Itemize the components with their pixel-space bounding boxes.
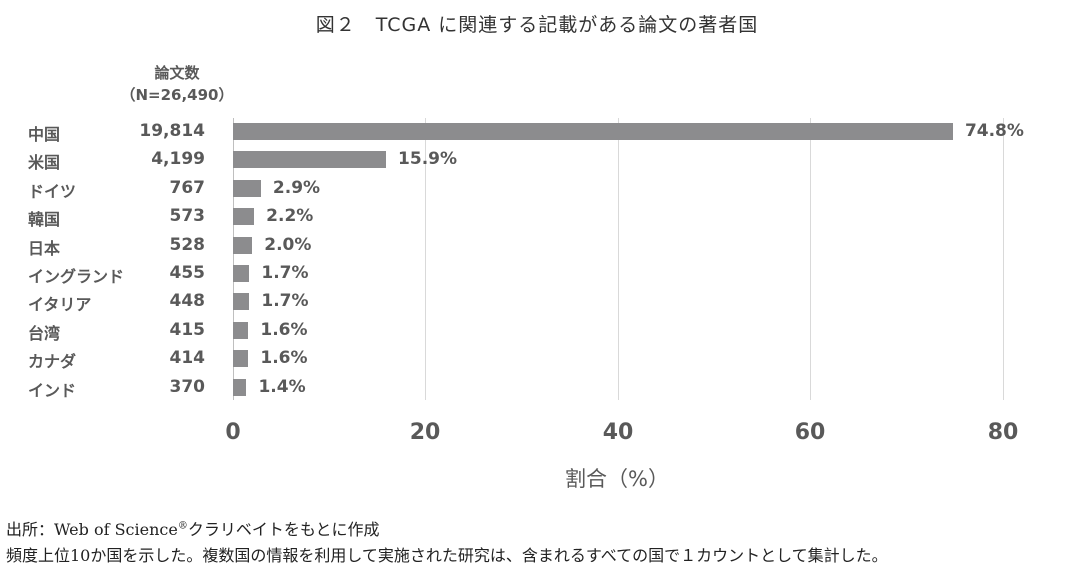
x-tick: 0 (225, 420, 241, 445)
paper-count: 414 (169, 348, 206, 369)
bar-row: カナダ 414 1.6% (0, 345, 1074, 373)
percent-label: 1.6% (260, 319, 308, 340)
paper-count: 528 (169, 234, 206, 255)
x-tick: 60 (794, 420, 826, 445)
percent-label: 2.0% (264, 234, 312, 255)
country-label: 台湾 (28, 323, 61, 343)
percent-label: 15.9% (398, 149, 458, 170)
bar-row: 台湾 415 1.6% (0, 317, 1074, 345)
gridline-40 (618, 118, 619, 400)
x-axis-label: 割合（%） (565, 467, 669, 491)
bar (233, 378, 247, 396)
country-label: 米国 (28, 153, 61, 173)
bar (233, 123, 953, 140)
percent-label: 2.9% (272, 177, 321, 198)
count-header-total: （N=26,490） (120, 86, 234, 104)
bar (233, 265, 250, 282)
paper-count: 455 (169, 263, 206, 283)
source-prefix: 出所：Web of Science (6, 520, 178, 539)
bar-row: 韓国 573 2.2% (0, 203, 1074, 231)
paper-count: 370 (169, 376, 206, 397)
bar-row: 中国 19,814 74.8% (0, 118, 1074, 146)
gridline-20 (425, 118, 426, 400)
bar (233, 179, 261, 197)
x-tick: 80 (987, 420, 1019, 445)
country-label: 日本 (28, 238, 61, 258)
percent-label: 2.2% (266, 206, 314, 227)
country-label: 韓国 (28, 210, 61, 230)
bar-row: イングランド 455 1.7% (0, 260, 1074, 288)
gridline-0 (233, 118, 234, 400)
paper-count: 4,199 (151, 149, 205, 170)
paper-count: 767 (169, 177, 206, 198)
bar-row: 米国 4,199 15.9% (0, 146, 1074, 174)
percent-label: 1.6% (260, 348, 308, 369)
percent-label: 1.4% (258, 376, 306, 397)
paper-count: 448 (169, 291, 206, 312)
percent-label: 1.7% (261, 263, 309, 283)
bar (233, 321, 249, 339)
source-note: 出所：Web of Science®クラリベイトをもとに作成 (6, 516, 380, 540)
country-label: イタリア (28, 295, 92, 315)
bar (233, 350, 249, 368)
bar (233, 293, 250, 311)
bar (233, 208, 255, 226)
percent-label: 74.8% (964, 121, 1024, 141)
bar-row: ドイツ 767 2.9% (0, 175, 1074, 203)
bar-row: インド 370 1.4% (0, 374, 1074, 402)
x-tick: 40 (602, 420, 634, 445)
country-label: 中国 (28, 125, 61, 144)
bar-chart: 中国 19,814 74.8% 米国 4,199 15.9% ドイツ 767 2.9% 韓国 573… (0, 118, 1074, 491)
bar (233, 151, 387, 169)
x-tick: 20 (409, 420, 441, 445)
country-label: カナダ (28, 352, 77, 372)
bar (233, 236, 253, 254)
count-header: 論文数 （N=26,490） (112, 62, 242, 106)
country-label: イングランド (28, 267, 125, 286)
figure-title: 図２ TCGA に関連する記載がある論文の著者国 (315, 14, 759, 36)
method-note: 頻度上位10か国を示した。複数国の情報を利用して実施された研究は、含まれるすべて… (6, 546, 888, 565)
registered-mark: ® (177, 520, 188, 532)
paper-count: 573 (169, 206, 206, 227)
paper-count: 415 (169, 319, 206, 340)
bar-row: 日本 528 2.0% (0, 232, 1074, 260)
country-label: インド (28, 380, 77, 400)
country-label: ドイツ (28, 181, 77, 201)
count-header-label: 論文数 (154, 64, 200, 82)
source-suffix: クラリベイトをもとに作成 (187, 520, 380, 539)
bar-row: イタリア 448 1.7% (0, 288, 1074, 316)
gridline-80 (1003, 118, 1004, 400)
gridline-60 (810, 118, 811, 400)
percent-label: 1.7% (261, 291, 309, 312)
paper-count: 19,814 (139, 121, 205, 141)
